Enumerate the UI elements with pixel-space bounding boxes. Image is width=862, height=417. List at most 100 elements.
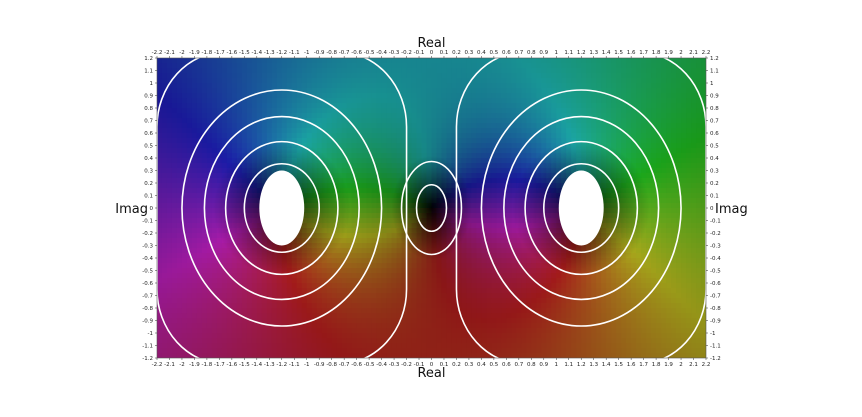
heatmap-cell [366, 203, 373, 209]
heatmap-cell [371, 63, 378, 69]
heatmap-cell [461, 293, 468, 299]
heatmap-cell [246, 118, 253, 124]
heatmap-cell [441, 93, 448, 99]
heatmap-cell [536, 103, 542, 109]
heatmap-cell [516, 313, 522, 319]
heatmap-cell [251, 73, 258, 79]
heatmap-cell [201, 303, 208, 309]
heatmap-cell [376, 353, 383, 358]
heatmap-cell [461, 313, 468, 319]
heatmap-cell [366, 138, 373, 144]
heatmap-cell [366, 93, 373, 99]
heatmap-cell [321, 103, 328, 109]
heatmap-cell [386, 148, 393, 154]
heatmap-cell [551, 113, 557, 119]
heatmap-cell [311, 333, 318, 339]
heatmap-cell [461, 98, 468, 104]
heatmap-cell [211, 318, 218, 324]
heatmap-cell [261, 348, 268, 354]
heatmap-cell [391, 63, 398, 69]
heatmap-cell [296, 73, 303, 79]
heatmap-cell [216, 128, 223, 134]
heatmap-cell [356, 223, 363, 229]
heatmap-cell [471, 213, 478, 219]
heatmap-cell [166, 348, 173, 354]
heatmap-cell [161, 118, 168, 124]
heatmap-cell [481, 238, 487, 244]
heatmap-cell [376, 158, 383, 164]
heatmap-cell [441, 293, 448, 299]
heatmap-cell [281, 108, 288, 114]
heatmap-cell [166, 203, 173, 209]
heatmap-cell [546, 323, 552, 329]
heatmap-cell [196, 263, 203, 269]
heatmap-cell [306, 278, 313, 284]
heatmap-cell [461, 238, 468, 244]
heatmap-cell [311, 78, 318, 84]
heatmap-cell [506, 298, 512, 304]
heatmap-cell [426, 78, 433, 84]
heatmap-cell [486, 98, 492, 104]
heatmap-cell [231, 323, 238, 329]
heatmap-cell [561, 118, 567, 124]
heatmap-cell [486, 323, 492, 329]
heatmap-cell [396, 263, 403, 269]
heatmap-cell [191, 178, 198, 184]
heatmap-cell [376, 128, 383, 134]
heatmap-cell [416, 98, 423, 104]
heatmap-cell [216, 258, 223, 264]
heatmap-cell [246, 348, 253, 354]
heatmap-cell [341, 278, 348, 284]
heatmap-cell [481, 263, 487, 269]
heatmap-cell [166, 233, 173, 239]
heatmap-cell [161, 303, 168, 309]
heatmap-cell [216, 318, 223, 324]
heatmap-cell [161, 153, 168, 159]
heatmap-cell [216, 283, 223, 289]
heatmap-cell [521, 323, 527, 329]
heatmap-cell [346, 273, 353, 279]
heatmap-cell [501, 353, 507, 358]
heatmap-cell [291, 308, 298, 314]
heatmap-cell [541, 313, 547, 319]
heatmap-cell [421, 298, 428, 304]
heatmap-cell [191, 113, 198, 119]
heatmap-cell [446, 283, 453, 289]
heatmap-cell [211, 63, 218, 69]
heatmap-cell [336, 113, 343, 119]
heatmap-cell [551, 63, 557, 69]
heatmap-cell [416, 348, 423, 354]
heatmap-cell [376, 218, 383, 224]
heatmap-cell [326, 353, 333, 358]
heatmap-cell [361, 258, 368, 264]
heatmap-cell [161, 283, 168, 289]
heatmap-cell [216, 163, 223, 169]
heatmap-cell [351, 278, 358, 284]
heatmap-cell [456, 278, 463, 284]
heatmap-cell [231, 58, 238, 64]
heatmap-cell [231, 343, 238, 349]
heatmap-cell [561, 93, 567, 99]
heatmap-cell [536, 78, 542, 84]
heatmap-cell [201, 263, 208, 269]
heatmap-cell [166, 263, 173, 269]
heatmap-cell [496, 63, 502, 69]
heatmap-cell [516, 78, 522, 84]
heatmap-cell [411, 68, 418, 74]
heatmap-cell [241, 353, 248, 358]
heatmap-cell [396, 173, 403, 179]
heatmap-cell [351, 63, 358, 69]
heatmap-cell [571, 123, 577, 129]
heatmap-cell [496, 233, 502, 239]
heatmap-cell [306, 323, 313, 329]
heatmap-cell [251, 113, 258, 119]
heatmap-cell [376, 343, 383, 349]
heatmap-cell [451, 73, 458, 79]
heatmap-cell [166, 133, 173, 139]
heatmap-cell [501, 113, 507, 119]
heatmap-cell [246, 268, 253, 274]
heatmap-cell [411, 338, 418, 344]
heatmap-cell [526, 158, 532, 164]
heatmap-cell [346, 108, 353, 114]
heatmap-cell [446, 78, 453, 84]
